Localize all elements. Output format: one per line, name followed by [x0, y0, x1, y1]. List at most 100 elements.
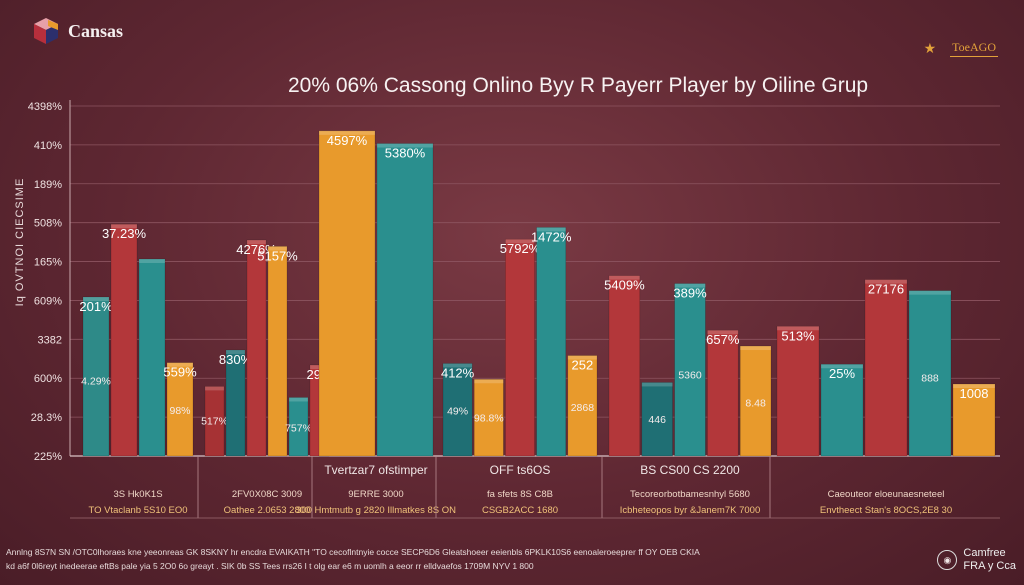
y-tick-label: 225% [34, 451, 62, 463]
bar-top-highlight [865, 279, 907, 284]
bar-top-highlight [474, 379, 504, 384]
group-sublabel-2: 300 Hmtmutb g 2820 Illmatkes 8S ON [296, 505, 456, 516]
bar-top-highlight [247, 240, 266, 245]
bar-top-highlight [139, 259, 165, 264]
bar-inner-label: 2868 [571, 402, 595, 414]
bar-top-highlight [707, 330, 739, 335]
bar-top-label: 657% [706, 332, 740, 347]
group-sublabel-1: 3S Hk0K1S [113, 489, 162, 500]
bar [376, 143, 434, 457]
group-sublabel-1: 2FV0X08C 3009 [232, 489, 302, 500]
bar-top-label: 5380% [385, 146, 426, 161]
bar [442, 363, 473, 457]
group-sublabel-2: TO Vtaclanb 5S10 EO0 [88, 505, 187, 516]
cube-logo-icon [34, 18, 58, 44]
bar-top-label: 389% [673, 286, 707, 301]
bar-top-highlight [443, 363, 473, 368]
bar-inner-label: 98.8% [474, 412, 504, 424]
bar-top-highlight [83, 296, 109, 301]
logo: Cansas [30, 16, 123, 46]
bar-top-label: 1008 [960, 386, 989, 401]
bar-top-highlight [505, 239, 535, 244]
footer-credit-line-1: Camfree [963, 547, 1006, 559]
bar [739, 345, 772, 457]
bar-top-highlight [740, 346, 771, 351]
bar-top-highlight [289, 397, 308, 402]
bar [674, 283, 706, 457]
bar-inner-label: 5360 [678, 369, 702, 381]
group-caption: OFF ts6OS [490, 463, 551, 477]
bar [138, 258, 166, 457]
bar-top-label: 4597% [327, 133, 368, 148]
bar [536, 227, 567, 457]
bar [318, 130, 376, 457]
group-sublabel-1: 9ERRE 3000 [348, 489, 403, 500]
group-sublabel-1: Tecoreorbotbamesnhyl 5680 [630, 489, 750, 500]
bar [473, 378, 504, 457]
footer-credit-line-2: FRA y Cca [963, 560, 1016, 572]
bar-top-highlight [536, 227, 566, 232]
bar [204, 386, 225, 457]
bar-inner-label: 49% [447, 405, 468, 417]
bar [707, 329, 739, 457]
bar [864, 279, 908, 457]
bar-inner-label: 98% [169, 405, 190, 417]
y-tick-label: 508% [34, 218, 62, 230]
group-caption: BS CS00 CS 2200 [640, 463, 740, 477]
bar-top-highlight [953, 384, 995, 389]
logo-text: Cansas [68, 20, 124, 41]
group-sublabel-1: fa sfets 8S C8B [487, 489, 553, 500]
bar-top-highlight [821, 364, 863, 369]
top-right-badge: ★ ToeAGO [924, 40, 998, 57]
bar-inner-label: 888 [921, 373, 939, 385]
bar-top-highlight [226, 349, 245, 354]
bar-top-highlight [909, 290, 951, 295]
footer-line-1: Annlng 8S7N SN /OTC0lhoraes kne yeeonrea… [6, 547, 700, 557]
footer-notes: Annlng 8S7N SN /OTC0lhoraes kne yeeonrea… [6, 545, 700, 573]
bar [110, 223, 138, 457]
bar-top-label: 252 [572, 358, 594, 373]
bar-top-label: 25% [829, 366, 855, 381]
bar-top-label: 27176 [868, 282, 904, 297]
bar-top-highlight [111, 224, 137, 229]
bar-top-label: 4276% [236, 242, 277, 257]
footer-line-2: kd a6f 0l6reyt inedeerae eftBs pale yia … [6, 561, 534, 571]
bar [776, 325, 820, 457]
bar [641, 382, 673, 457]
group-sublabel-2: Oathee 2.0653 2800 [224, 505, 311, 516]
bar-top-highlight [205, 386, 224, 391]
bar-inner-label: 446 [648, 414, 666, 426]
y-tick-label: 600% [34, 373, 62, 385]
bar-chart: 4398% 410% 189% 508% 165% 609% 3382 600% 28.3% 22… [28, 100, 1000, 519]
star-icon: ★ [923, 40, 937, 56]
bar-top-label: 37.23% [102, 226, 147, 241]
bar-top-highlight [167, 362, 193, 367]
bar-top-label: 5792% [500, 241, 541, 256]
chart-title: 20% 06% Cassong Onlino Byy R Payerr Play… [288, 74, 869, 97]
y-tick-label: 28.3% [31, 412, 62, 424]
y-tick-label: 4398% [28, 101, 62, 113]
bar-inner-label: 4.29% [81, 375, 111, 387]
bar-inner-label: 8.48 [745, 398, 766, 410]
group-sublabel-2: Icbheteopos byr &Janem7K 7000 [620, 505, 760, 516]
bar-inner-label: 757% [285, 422, 312, 434]
bar-top-label: 513% [781, 328, 815, 343]
bar [952, 383, 996, 457]
bar [82, 296, 110, 457]
y-tick-label: 609% [34, 295, 62, 307]
bar-top-label: 559% [163, 365, 197, 380]
bar-top-highlight [567, 355, 597, 360]
badge-text: ToeAGO [950, 40, 998, 57]
bar-top-highlight [268, 246, 287, 251]
bar-top-highlight [777, 326, 819, 331]
bar [608, 275, 641, 457]
y-tick-label: 410% [34, 140, 62, 152]
footer-credit: ◉ Camfree FRA y Cca [937, 547, 1016, 573]
bar-top-label: 1472% [531, 229, 572, 244]
bar-top-label: 5157% [257, 248, 298, 263]
bar [288, 397, 309, 457]
bar [246, 239, 267, 457]
bar-top-label: 5409% [604, 278, 645, 293]
bar [908, 290, 952, 457]
group-sublabel-2: CSGB2ACC 1680 [482, 505, 558, 516]
